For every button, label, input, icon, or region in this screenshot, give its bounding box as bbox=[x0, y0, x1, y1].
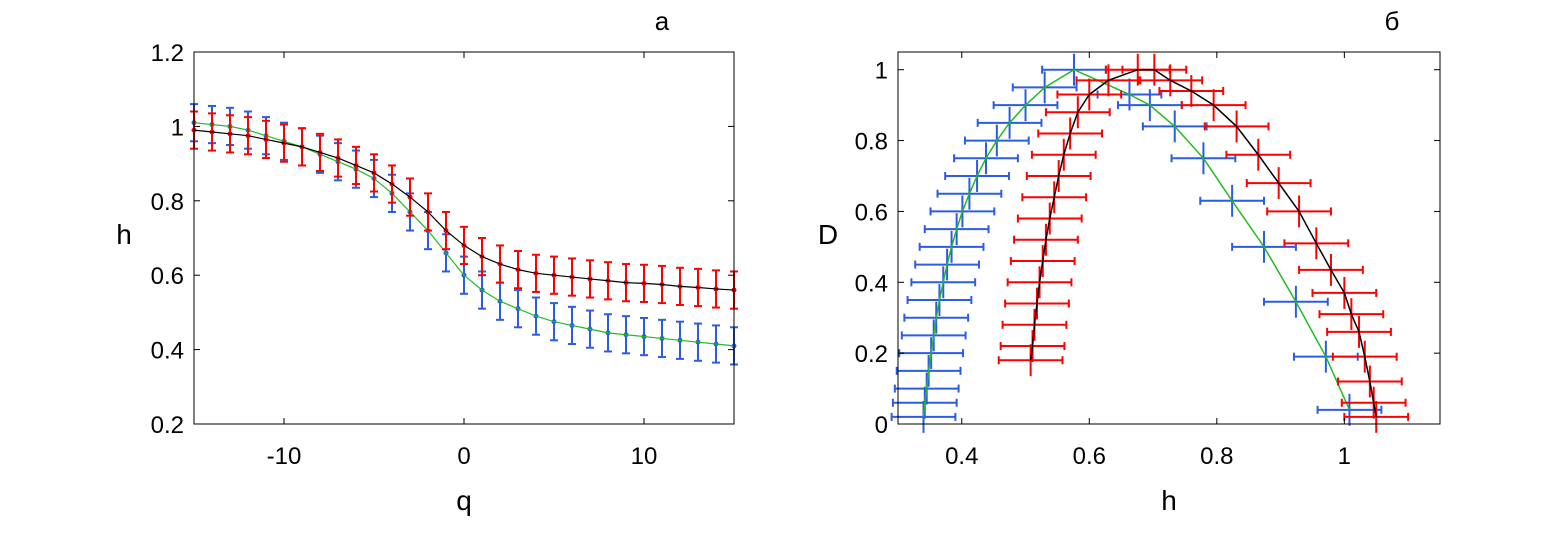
panel-a: -10 0 10 0.2 0.4 0.6 0.8 1 1.2 q h а bbox=[116, 6, 738, 516]
y-tick-label: 0.6 bbox=[151, 263, 184, 290]
series-line bbox=[193, 129, 735, 291]
x-tick-label: 0.8 bbox=[1200, 443, 1233, 470]
series-1 bbox=[190, 110, 738, 310]
y-tick-label: 0.2 bbox=[151, 412, 184, 439]
y-axis-label: D bbox=[818, 219, 838, 250]
y-tick-label: 1.2 bbox=[151, 40, 184, 67]
x-axis-label: q bbox=[456, 485, 472, 516]
x-tick-label: 0 bbox=[457, 443, 470, 470]
y-tick-label: 0.2 bbox=[855, 341, 888, 368]
x-tick-label: 10 bbox=[631, 443, 658, 470]
axes-box bbox=[897, 51, 1441, 425]
x-axis-label: h bbox=[1161, 485, 1177, 516]
x-tick-label: 0.4 bbox=[945, 443, 978, 470]
x-tick-label: -10 bbox=[267, 443, 302, 470]
y-tick-label: 0 bbox=[875, 412, 888, 439]
y-tick-label: 0.8 bbox=[855, 129, 888, 156]
fit-curve bbox=[1029, 68, 1377, 418]
y-tick-label: 0.4 bbox=[855, 270, 888, 297]
x-tick-label: 0.6 bbox=[1073, 443, 1106, 470]
x-tick-label: 1 bbox=[1338, 443, 1351, 470]
panel-label: б bbox=[1385, 6, 1400, 36]
y-tick-label: 0.6 bbox=[855, 199, 888, 226]
panel-b: 0.4 0.6 0.8 1 0 0.2 0.4 0.6 0.8 1 h Dб bbox=[818, 6, 1441, 516]
y-tick-label: 0.8 bbox=[151, 189, 184, 216]
y-tick-label: 1 bbox=[171, 114, 184, 141]
y-tick-label: 1 bbox=[875, 58, 888, 85]
series-1 bbox=[997, 53, 1410, 433]
fit-curve bbox=[922, 68, 1351, 417]
y-axis-label: h bbox=[116, 219, 132, 250]
panel-label: а bbox=[655, 6, 670, 36]
y-tick-label: 0.4 bbox=[151, 338, 184, 365]
